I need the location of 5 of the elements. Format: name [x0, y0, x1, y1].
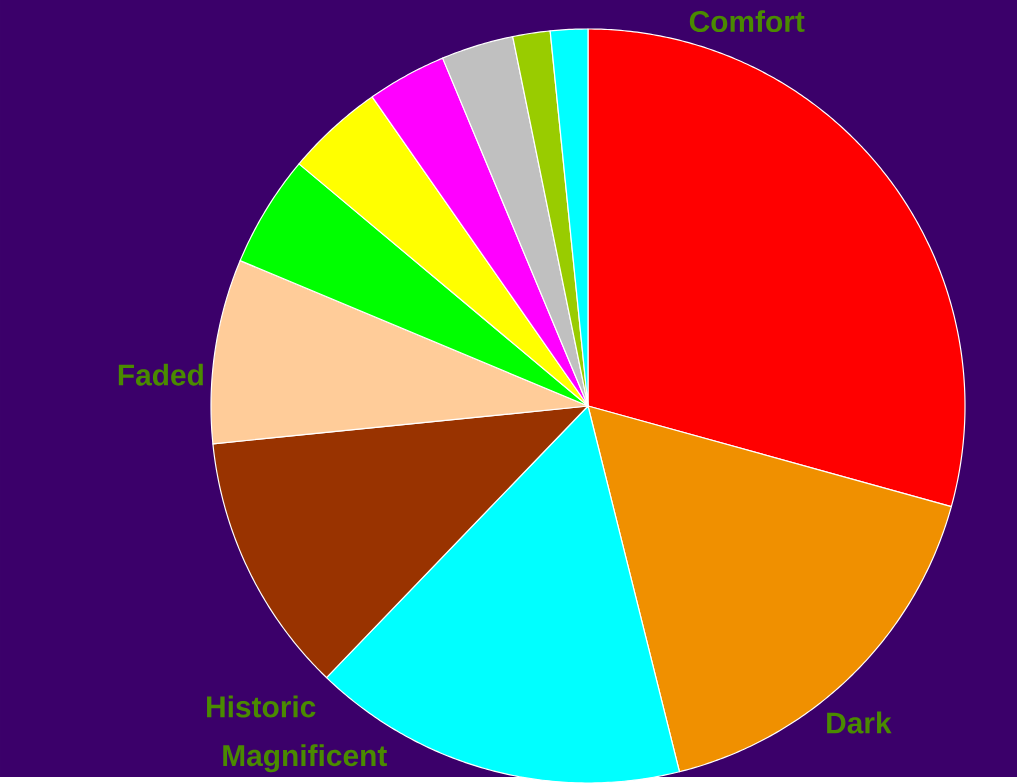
slice-label: Dark [827, 711, 892, 734]
slice-label: Comfort [689, 10, 805, 33]
slice-label: Faded [118, 363, 203, 386]
slice-label: Magnificent [223, 744, 387, 773]
slice-label: Historic [207, 695, 316, 718]
